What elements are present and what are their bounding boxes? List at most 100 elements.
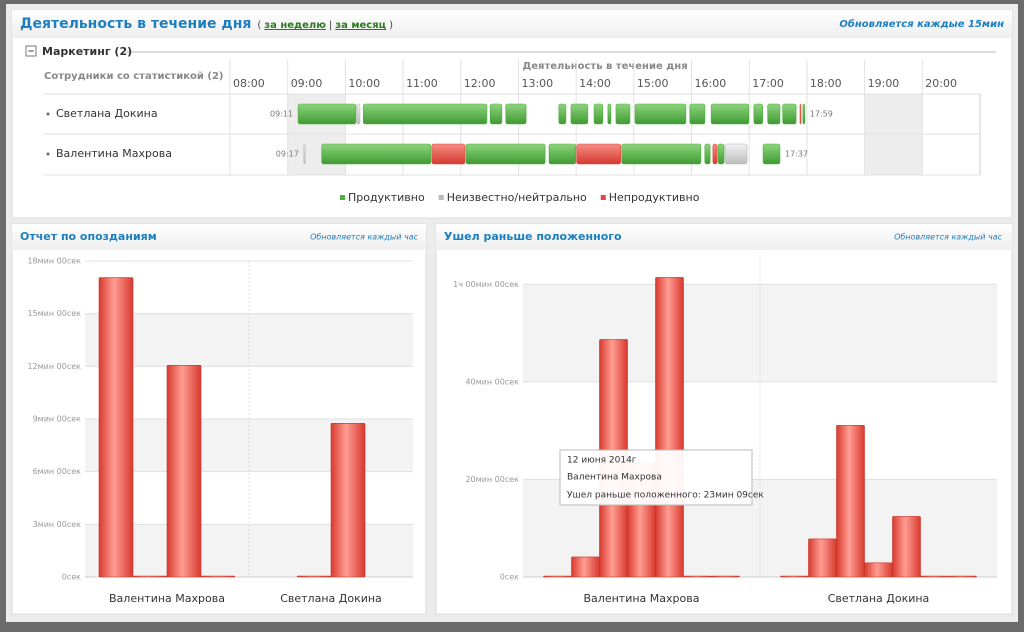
period-link[interactable]: за неделю	[264, 20, 326, 31]
hour-label: 12:00	[464, 77, 496, 90]
y-tick-label: 3мин 00сек	[33, 520, 82, 529]
activity-segment	[356, 103, 361, 125]
y-tick-label: 12мин 00сек	[27, 362, 81, 371]
activity-segment	[489, 103, 503, 125]
activity-segment	[621, 143, 702, 165]
bar	[98, 277, 134, 578]
bar	[296, 575, 332, 578]
legend-swatch	[340, 195, 345, 200]
update-note: Обновляется каждый час	[310, 233, 418, 242]
hour-label: 18:00	[810, 77, 842, 90]
y-tick-label: 0сек	[62, 573, 81, 582]
bar	[808, 538, 837, 578]
employee-name: Валентина Махрова	[56, 147, 172, 160]
bar	[711, 575, 740, 578]
hour-label: 20:00	[925, 77, 957, 90]
hour-label: 14:00	[579, 77, 611, 90]
activity-segment	[762, 143, 781, 165]
y-tick-label: 1ч 00мин 00сек	[453, 280, 519, 289]
hour-label: 13:00	[521, 77, 553, 90]
y-tick-label: 0сек	[500, 573, 519, 582]
chart-title: Отчет по опозданиям	[20, 230, 157, 243]
end-time: 17:59	[810, 110, 833, 119]
activity-segment	[465, 143, 546, 165]
bar	[948, 575, 977, 578]
tooltip-name: Валентина Махрова	[567, 473, 662, 483]
bar	[920, 575, 949, 578]
bar	[166, 365, 202, 578]
hour-label: 08:00	[233, 77, 265, 90]
bar	[836, 424, 865, 578]
activity-segment	[717, 143, 725, 165]
activity-segment	[802, 103, 806, 125]
bar	[330, 422, 366, 578]
bar	[655, 277, 684, 578]
activity-segment	[710, 103, 750, 125]
start-time: 09:11	[270, 110, 293, 119]
activity-segment	[362, 103, 488, 125]
y-tick-label: 20мин 00сек	[465, 475, 519, 484]
legend-label: Неизвестно/нейтрально	[447, 191, 587, 204]
panel-header	[12, 10, 1012, 38]
hour-label: 15:00	[637, 77, 669, 90]
activity-segment	[431, 143, 466, 165]
chart-title: Ушел раньше положенного	[444, 230, 622, 243]
hour-label: 11:00	[406, 77, 438, 90]
timeline-title: Деятельность в течение дня	[522, 61, 687, 72]
y-tick-label: 18мин 00сек	[27, 257, 81, 266]
legend-swatch	[600, 195, 606, 200]
y-tick-label: 9мин 00сек	[33, 415, 82, 424]
link-punct: |	[329, 20, 332, 31]
period-link[interactable]: за месяц	[335, 20, 386, 31]
link-punct: )	[389, 20, 393, 31]
bar	[683, 575, 712, 578]
link-punct: (	[257, 20, 261, 31]
y-tick-label: 40мин 00сек	[465, 377, 519, 386]
legend-swatch	[438, 195, 444, 200]
legend-label: Непродуктивно	[609, 191, 700, 204]
activity-segment	[303, 143, 306, 165]
bar	[780, 575, 809, 578]
activity-segment	[753, 103, 763, 125]
hour-label: 19:00	[868, 77, 900, 90]
bar	[892, 516, 921, 578]
hour-label: 09:00	[291, 77, 323, 90]
y-tick-label: 15мин 00сек	[27, 309, 81, 318]
activity-segment	[712, 143, 718, 165]
tooltip-date: 12 июня 2014г	[567, 456, 637, 466]
update-note: Обновляется каждый час	[894, 233, 1002, 242]
x-tick-label: Светлана Докина	[280, 592, 382, 605]
activity-segment	[782, 103, 797, 125]
bar	[200, 575, 236, 578]
activity-segment	[724, 143, 748, 165]
activity-segment	[634, 103, 687, 125]
row-bullet	[46, 152, 50, 156]
hour-label: 17:00	[752, 77, 784, 90]
row-bullet	[46, 112, 50, 116]
x-tick-label: Валентина Махрова	[584, 592, 700, 605]
activity-segment	[767, 103, 781, 125]
activity-segment	[704, 143, 711, 165]
activity-segment	[548, 143, 577, 165]
x-tick-label: Валентина Махрова	[109, 592, 225, 605]
bar	[571, 556, 600, 578]
activity-segment	[321, 143, 432, 165]
column-title: Сотрудники со статистикой (2)	[44, 71, 223, 82]
activity-segment	[689, 103, 706, 125]
activity-segment	[615, 103, 631, 125]
bar	[132, 575, 168, 578]
panel-header	[12, 224, 426, 250]
activity-segment	[297, 103, 357, 125]
y-tick-label: 6мин 00сек	[33, 467, 82, 476]
employee-name: Светлана Докина	[56, 107, 158, 120]
group-title: Маркетинг (2)	[42, 45, 132, 58]
hour-label: 16:00	[695, 77, 727, 90]
end-time: 17:37	[785, 150, 808, 159]
update-note: Обновляется каждые 15мин	[839, 18, 1004, 30]
activity-segment	[505, 103, 527, 125]
hour-label: 10:00	[348, 77, 380, 90]
activity-segment	[799, 103, 802, 125]
legend-label: Продуктивно	[348, 191, 425, 204]
activity-segment	[607, 103, 612, 125]
